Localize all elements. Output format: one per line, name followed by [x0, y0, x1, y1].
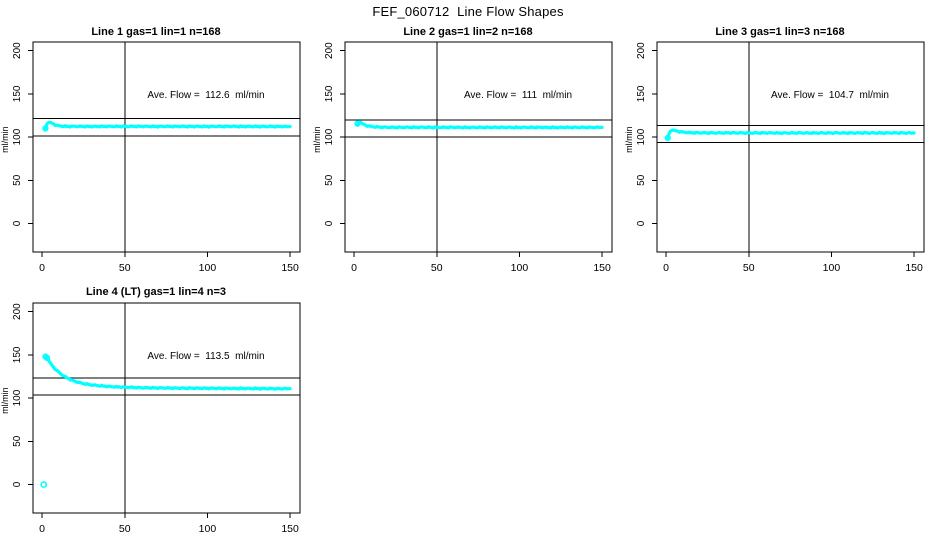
svg-text:150: 150 — [905, 262, 923, 274]
svg-text:100: 100 — [636, 128, 647, 145]
svg-text:150: 150 — [12, 85, 23, 102]
svg-text:0: 0 — [12, 220, 23, 226]
svg-text:ml/min: ml/min — [0, 126, 10, 153]
svg-text:0: 0 — [324, 220, 335, 226]
plot-line-4: 0 50 100 150 200 0 50 100 150 ml/min — [0, 302, 301, 535]
svg-text:50: 50 — [119, 523, 131, 535]
svg-text:200: 200 — [12, 42, 23, 59]
svg-text:150: 150 — [593, 262, 611, 274]
panel-title: Line 4 (LT) gas=1 lin=4 n=3 — [85, 286, 227, 298]
svg-text:100: 100 — [511, 262, 529, 274]
svg-text:0: 0 — [351, 262, 357, 274]
svg-text:150: 150 — [324, 85, 335, 102]
svg-text:150: 150 — [281, 523, 299, 535]
svg-text:150: 150 — [281, 262, 299, 274]
svg-text:50: 50 — [743, 262, 755, 274]
ave-flow-annotation: Ave. Flow = 113.5 ml/min — [147, 351, 265, 362]
svg-text:ml/min: ml/min — [312, 126, 322, 153]
svg-text:50: 50 — [12, 435, 23, 447]
svg-text:50: 50 — [636, 174, 647, 186]
panel-line-1: Line 1 gas=1 lin=1 n=168 0 50 100 150 200 0 50… — [0, 0, 312, 279]
ave-flow-annotation: Ave. Flow = 111 ml/min — [463, 90, 573, 101]
panel-line-2: Line 2 gas=1 lin=2 n=168 0 50 100 150 200 0 50… — [312, 0, 624, 279]
panel-title: Line 3 gas=1 lin=3 n=168 — [715, 26, 845, 38]
ave-flow-annotation: Ave. Flow = 112.6 ml/min — [147, 90, 265, 101]
svg-text:0: 0 — [636, 220, 647, 226]
svg-text:100: 100 — [199, 262, 217, 274]
svg-text:50: 50 — [431, 262, 443, 274]
svg-text:0: 0 — [39, 262, 45, 274]
svg-text:0: 0 — [12, 481, 23, 487]
svg-text:150: 150 — [636, 85, 647, 102]
svg-text:200: 200 — [636, 42, 647, 59]
svg-text:100: 100 — [823, 262, 841, 274]
svg-text:200: 200 — [12, 303, 23, 320]
panel-title: Line 2 gas=1 lin=2 n=168 — [403, 26, 533, 38]
svg-text:0: 0 — [39, 523, 45, 535]
panel-line-3: Line 3 gas=1 lin=3 n=168 0 50 100 150 200 0 50… — [624, 0, 936, 279]
svg-text:100: 100 — [12, 389, 23, 406]
svg-text:ml/min: ml/min — [624, 126, 634, 153]
svg-text:200: 200 — [324, 42, 335, 59]
svg-text:50: 50 — [119, 262, 131, 274]
svg-text:100: 100 — [12, 128, 23, 145]
svg-text:100: 100 — [199, 523, 217, 535]
svg-text:50: 50 — [324, 174, 335, 186]
panel-line-4: Line 4 (LT) gas=1 lin=4 n=3 0 50 100 150 200… — [0, 261, 312, 540]
svg-text:ml/min: ml/min — [0, 387, 10, 414]
svg-text:0: 0 — [663, 262, 669, 274]
svg-text:150: 150 — [12, 346, 23, 363]
plot-line-3: 0 50 100 150 200 0 50 100 150 ml/min — [624, 41, 925, 274]
svg-text:50: 50 — [12, 174, 23, 186]
figure-title: FEF_060712 Line Flow Shapes — [372, 4, 564, 19]
plot-line-1: 0 50 100 150 200 0 50 100 150 ml/min — [0, 41, 301, 274]
ave-flow-annotation: Ave. Flow = 104.7 ml/min — [771, 90, 889, 101]
svg-text:100: 100 — [324, 128, 335, 145]
panel-title: Line 1 gas=1 lin=1 n=168 — [91, 26, 221, 38]
plot-line-2: 0 50 100 150 200 0 50 100 150 ml/min — [312, 41, 613, 274]
